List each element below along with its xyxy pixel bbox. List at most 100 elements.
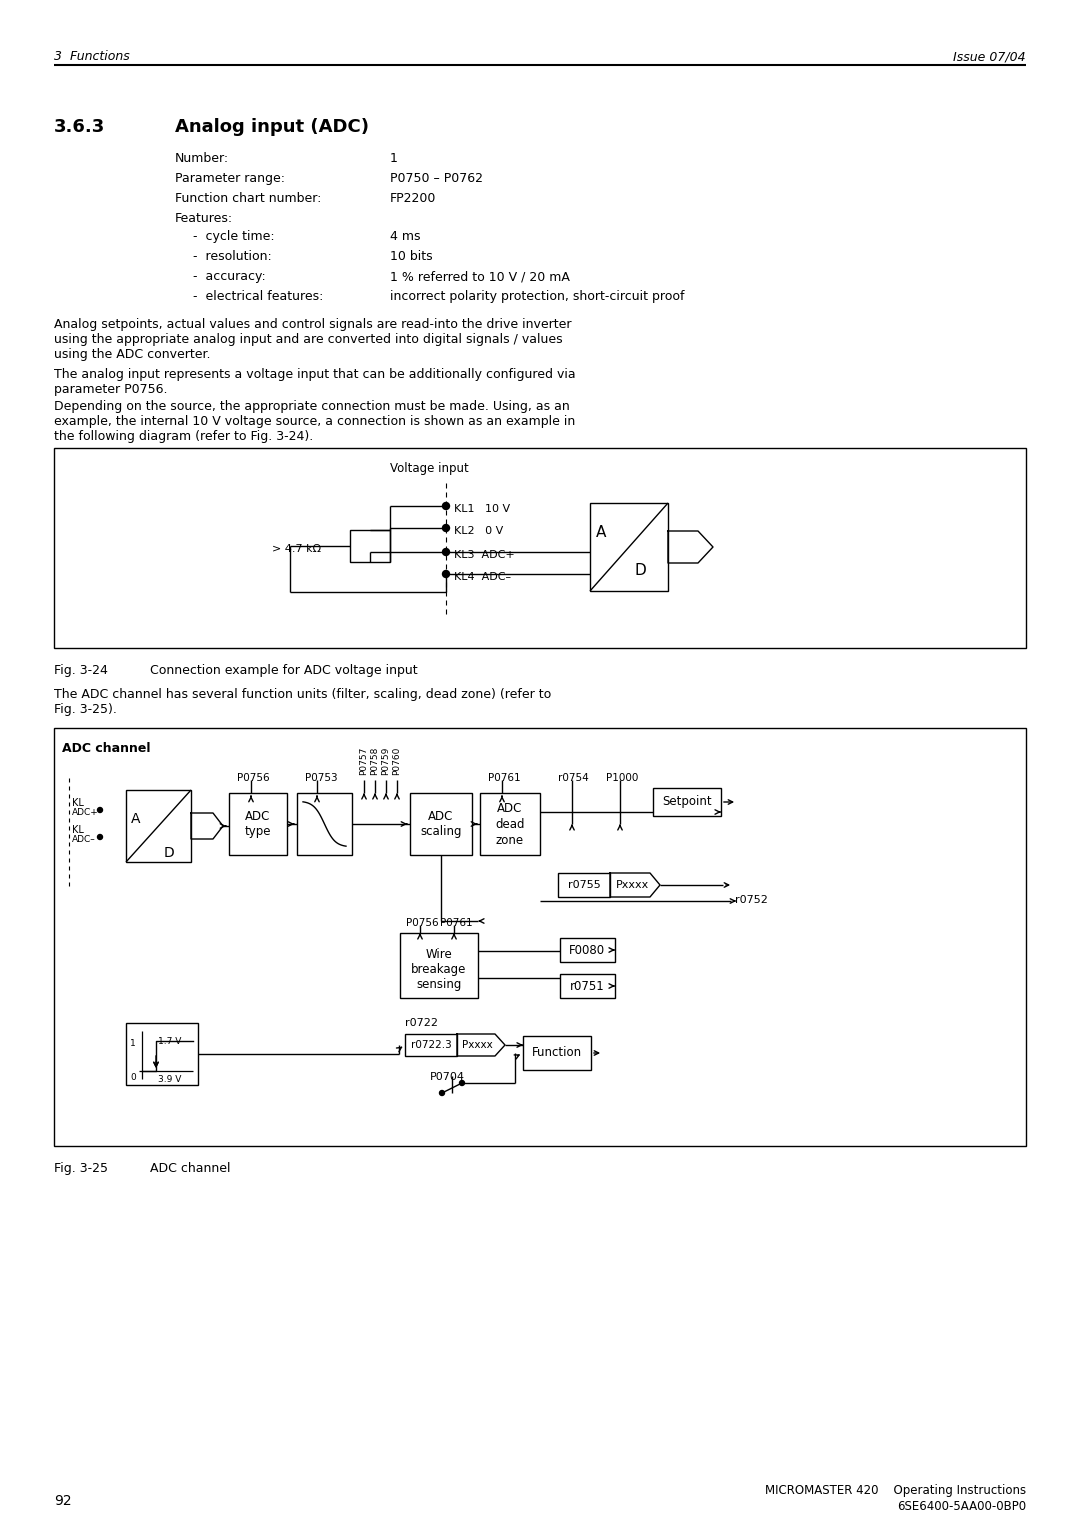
Text: example, the internal 10 V voltage source, a connection is shown as an example i: example, the internal 10 V voltage sourc…	[54, 416, 576, 428]
Text: D: D	[634, 562, 646, 578]
Text: > 4.7 kΩ: > 4.7 kΩ	[272, 544, 321, 555]
Bar	[400, 934, 478, 998]
Bar	[561, 973, 615, 998]
Bar	[229, 793, 287, 856]
Bar	[523, 1036, 591, 1070]
Text: P0756: P0756	[406, 918, 438, 927]
Text: r0722.3: r0722.3	[410, 1041, 451, 1050]
Bar	[590, 503, 669, 591]
Text: D: D	[164, 847, 175, 860]
Text: ADC+: ADC+	[72, 808, 98, 817]
Text: -  resolution:: - resolution:	[193, 251, 272, 263]
Text: the following diagram (refer to Fig. 3-24).: the following diagram (refer to Fig. 3-2…	[54, 429, 313, 443]
Text: 4 ms: 4 ms	[390, 231, 420, 243]
Text: ADC channel: ADC channel	[62, 743, 150, 755]
Circle shape	[443, 503, 449, 509]
Text: 1 % referred to 10 V / 20 mA: 1 % referred to 10 V / 20 mA	[390, 270, 570, 283]
Text: parameter P0756.: parameter P0756.	[54, 384, 167, 396]
Text: Connection example for ADC voltage input: Connection example for ADC voltage input	[150, 665, 418, 677]
Text: r0751: r0751	[569, 979, 605, 993]
Text: The ADC channel has several function units (filter, scaling, dead zone) (refer t: The ADC channel has several function uni…	[54, 688, 551, 701]
Text: scaling: scaling	[420, 825, 462, 839]
Polygon shape	[610, 872, 660, 897]
Text: A: A	[596, 526, 606, 539]
Text: Fig. 3-25).: Fig. 3-25).	[54, 703, 117, 717]
Bar	[561, 938, 615, 963]
Text: P0753: P0753	[305, 773, 338, 782]
Text: Voltage input: Voltage input	[390, 461, 469, 475]
Text: 1: 1	[130, 1039, 136, 1048]
Text: r0722: r0722	[405, 1018, 438, 1028]
Text: Features:: Features:	[175, 212, 233, 225]
Text: P0750 – P0762: P0750 – P0762	[390, 173, 483, 185]
Text: type: type	[245, 825, 271, 839]
Bar	[126, 1024, 198, 1085]
Circle shape	[443, 570, 449, 578]
Text: Wire: Wire	[426, 947, 453, 961]
Circle shape	[97, 807, 103, 813]
Text: Analog setpoints, actual values and control signals are read-into the drive inve: Analog setpoints, actual values and cont…	[54, 318, 571, 332]
Text: KL1   10 V: KL1 10 V	[454, 504, 510, 513]
Text: incorrect polarity protection, short-circuit proof: incorrect polarity protection, short-cir…	[390, 290, 685, 303]
Polygon shape	[669, 532, 713, 562]
Text: r0754: r0754	[558, 773, 589, 782]
Text: KL2   0 V: KL2 0 V	[454, 526, 503, 536]
Text: -  accuracy:: - accuracy:	[193, 270, 266, 283]
Text: P0759: P0759	[381, 747, 391, 775]
Text: -  electrical features:: - electrical features:	[193, 290, 323, 303]
Bar	[126, 790, 191, 862]
Polygon shape	[191, 813, 222, 839]
Text: 10 bits: 10 bits	[390, 251, 433, 263]
Text: using the ADC converter.: using the ADC converter.	[54, 348, 211, 361]
Text: A: A	[131, 811, 140, 827]
Text: Issue 07/04: Issue 07/04	[954, 50, 1026, 63]
Text: 3.6.3: 3.6.3	[54, 118, 105, 136]
Text: ADC–: ADC–	[72, 834, 96, 843]
Text: P0704: P0704	[430, 1073, 465, 1082]
Text: P0756: P0756	[237, 773, 270, 782]
Circle shape	[459, 1080, 464, 1085]
Text: Depending on the source, the appropriate connection must be made. Using, as an: Depending on the source, the appropriate…	[54, 400, 570, 413]
Text: Pxxxx: Pxxxx	[616, 880, 649, 889]
Text: using the appropriate analog input and are converted into digital signals / valu: using the appropriate analog input and a…	[54, 333, 563, 345]
Text: r0752: r0752	[735, 895, 768, 905]
Text: 3.9 V: 3.9 V	[158, 1076, 181, 1083]
Circle shape	[443, 549, 449, 556]
Text: -  cycle time:: - cycle time:	[193, 231, 274, 243]
Text: ADC: ADC	[245, 810, 271, 822]
Text: ADC: ADC	[497, 802, 523, 814]
Bar	[350, 530, 390, 562]
Text: ADC channel: ADC channel	[150, 1161, 230, 1175]
Text: sensing: sensing	[416, 978, 461, 992]
Text: 1: 1	[390, 151, 397, 165]
Text: Pxxxx: Pxxxx	[462, 1041, 492, 1050]
Bar	[54, 727, 1026, 1146]
Circle shape	[97, 834, 103, 839]
Text: Setpoint: Setpoint	[662, 796, 712, 808]
Text: Fig. 3-25: Fig. 3-25	[54, 1161, 108, 1175]
Text: Number:: Number:	[175, 151, 229, 165]
Text: P1000: P1000	[606, 773, 638, 782]
Text: KL: KL	[72, 825, 84, 834]
Text: 0: 0	[130, 1073, 136, 1082]
Circle shape	[440, 1091, 445, 1096]
Text: ADC: ADC	[429, 810, 454, 822]
Text: 6SE6400-5AA00-0BP0: 6SE6400-5AA00-0BP0	[896, 1500, 1026, 1513]
Bar	[410, 793, 472, 856]
Text: MICROMASTER 420    Operating Instructions: MICROMASTER 420 Operating Instructions	[765, 1484, 1026, 1497]
Text: dead: dead	[496, 817, 525, 831]
Text: Function chart number:: Function chart number:	[175, 193, 322, 205]
Text: P0757: P0757	[360, 747, 368, 775]
Polygon shape	[457, 1034, 505, 1056]
Bar	[297, 793, 352, 856]
Text: KL3  ADC+: KL3 ADC+	[454, 550, 515, 559]
Text: 1.7 V: 1.7 V	[158, 1038, 181, 1047]
Text: r0755: r0755	[568, 880, 600, 889]
Text: 92: 92	[54, 1494, 71, 1508]
Text: P0760: P0760	[392, 747, 402, 775]
Bar	[54, 448, 1026, 648]
Text: KL: KL	[72, 798, 84, 808]
Text: KL4  ADC–: KL4 ADC–	[454, 571, 511, 582]
Text: Analog input (ADC): Analog input (ADC)	[175, 118, 369, 136]
Text: breakage: breakage	[411, 963, 467, 976]
